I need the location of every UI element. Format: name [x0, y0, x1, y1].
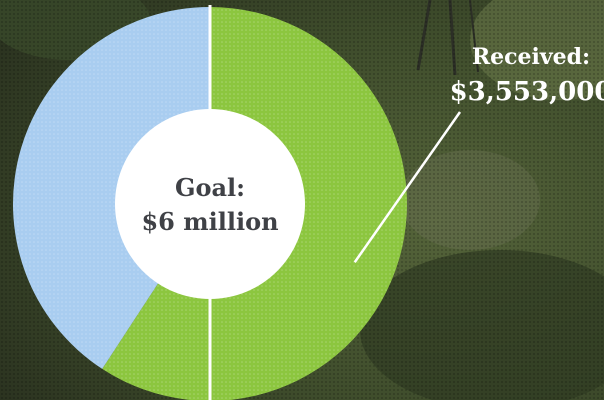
- received-label: Received:: [472, 44, 590, 70]
- received-leader-line: [353, 111, 462, 263]
- center-goal-label: Goal:: [175, 173, 245, 202]
- center-goal-value: $6 million: [141, 207, 278, 236]
- received-value: $3,553,000: [450, 77, 604, 107]
